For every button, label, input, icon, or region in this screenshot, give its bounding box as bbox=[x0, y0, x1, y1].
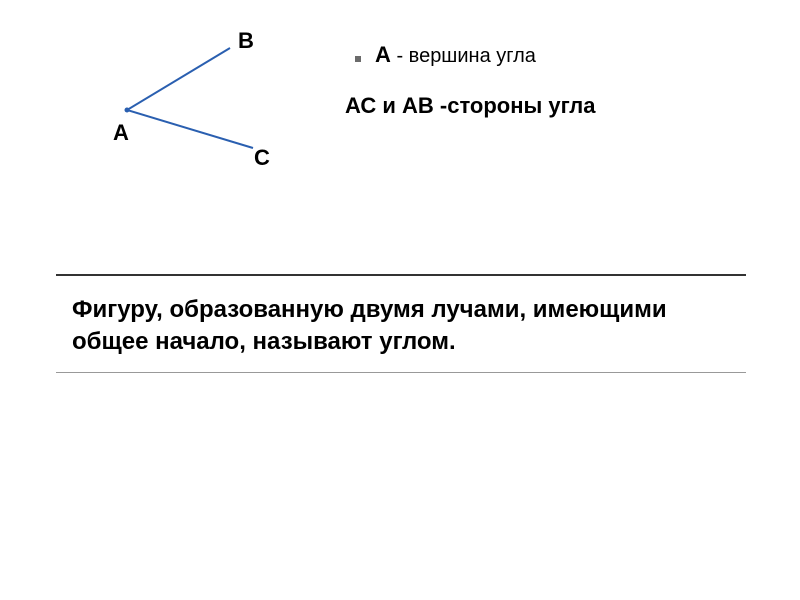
divider-top bbox=[56, 274, 746, 276]
sides-prefix: АС и АВ bbox=[345, 93, 434, 118]
vertex-text: А - вершина угла bbox=[375, 42, 536, 68]
ray-ac bbox=[127, 110, 253, 148]
ray-ab bbox=[127, 48, 230, 110]
label-b: В bbox=[238, 28, 254, 54]
sides-description: АС и АВ -стороны угла bbox=[345, 93, 596, 119]
vertex-point bbox=[125, 108, 130, 113]
vertex-letter: А bbox=[375, 42, 391, 67]
divider-bottom bbox=[56, 372, 746, 373]
vertex-description: А - вершина угла bbox=[355, 42, 536, 68]
label-a: А bbox=[113, 120, 129, 146]
angle-definition: Фигуру, образованную двумя лучами, имеющ… bbox=[72, 294, 732, 359]
label-c: С bbox=[254, 145, 270, 171]
bullet-icon bbox=[355, 56, 361, 62]
vertex-desc: - вершина угла bbox=[391, 45, 536, 67]
top-section: В А С А - вершина угла АС и АВ -стороны … bbox=[0, 0, 800, 200]
sides-text: -стороны угла bbox=[434, 93, 596, 118]
